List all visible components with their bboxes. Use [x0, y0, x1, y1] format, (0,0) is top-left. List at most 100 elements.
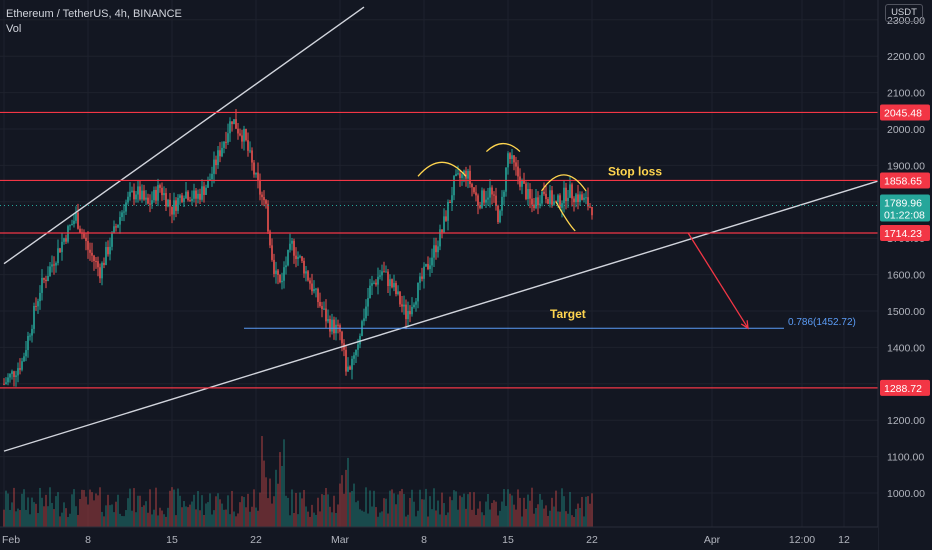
- time-tick-label: 8: [85, 534, 91, 546]
- volume-bar: [535, 507, 537, 527]
- candle-body: [557, 195, 559, 202]
- candle-body: [403, 304, 405, 307]
- candle-body: [73, 220, 75, 224]
- volume-bar: [351, 490, 353, 527]
- volume-bar: [159, 507, 161, 527]
- volume-bar: [391, 489, 393, 527]
- volume-bar: [303, 489, 305, 527]
- candle-body: [479, 205, 481, 208]
- candle-body: [181, 195, 183, 202]
- trendline[interactable]: [3, 6, 365, 265]
- candle-body: [409, 311, 411, 315]
- candle-body: [49, 266, 51, 276]
- volume-bar: [235, 516, 237, 527]
- candle-body: [509, 153, 511, 159]
- candle-body: [103, 262, 105, 265]
- candle-body: [317, 288, 319, 303]
- volume-bar: [141, 506, 143, 527]
- candle-body: [349, 366, 351, 370]
- candle-body: [91, 252, 93, 256]
- volume-bar: [171, 487, 173, 527]
- price-axis[interactable]: [878, 0, 932, 550]
- volume-bar: [507, 489, 509, 527]
- volume-bar: [291, 489, 293, 527]
- candle-body: [563, 187, 565, 204]
- candle-body: [369, 285, 371, 299]
- candle-body: [315, 288, 317, 290]
- trendline[interactable]: [3, 179, 881, 452]
- volume-bar: [333, 495, 335, 527]
- candle-body: [63, 238, 65, 242]
- candle-body: [193, 190, 195, 199]
- candle-body: [157, 185, 159, 201]
- volume-bar: [419, 489, 421, 527]
- volume-bar: [213, 510, 215, 527]
- fib-level-label: 0.786(1452.72): [788, 317, 856, 328]
- volume-bar: [529, 500, 531, 527]
- candle-body: [431, 257, 433, 266]
- candle-body: [333, 319, 335, 334]
- volume-bar: [355, 502, 357, 527]
- symbol-title[interactable]: Ethereum / TetherUS, 4h, BINANCE: [6, 8, 182, 20]
- volume-bar: [397, 494, 399, 527]
- candle-body: [493, 194, 495, 196]
- volume-bar: [437, 500, 439, 527]
- volume-bar: [177, 488, 179, 527]
- volume-bar: [173, 489, 175, 527]
- volume-bar: [375, 507, 377, 527]
- candle-body: [469, 170, 471, 184]
- candle-body: [67, 226, 69, 242]
- volume-bar: [261, 436, 263, 527]
- volume-bar: [383, 498, 385, 527]
- volume-bar: [527, 494, 529, 527]
- volume-bar: [393, 493, 395, 527]
- candle-body: [25, 350, 27, 357]
- volume-bar: [59, 516, 61, 527]
- volume-bar: [189, 504, 191, 527]
- drawings[interactable]: [0, 6, 881, 452]
- volume-bar: [73, 489, 75, 527]
- volume-bar: [365, 487, 367, 527]
- volume-bar: [429, 496, 431, 527]
- candle-body: [455, 173, 457, 177]
- candle-body: [215, 159, 217, 166]
- volume-bar: [445, 515, 447, 527]
- volume-bar: [371, 506, 373, 527]
- candle-body: [307, 271, 309, 281]
- candle-body: [145, 197, 147, 200]
- price-tick-label: 1900.00: [887, 160, 925, 172]
- volume-bar: [517, 489, 519, 527]
- candle-body: [381, 271, 383, 276]
- volume-bar: [483, 515, 485, 527]
- time-axis[interactable]: [0, 527, 878, 550]
- candle-body: [53, 264, 55, 266]
- volume-bar: [217, 493, 219, 527]
- candle-body: [591, 206, 593, 216]
- volume-bar: [381, 511, 383, 527]
- volume-bar: [417, 510, 419, 527]
- candle-body: [55, 262, 57, 266]
- candle-body: [31, 328, 33, 336]
- candle-body: [435, 245, 437, 253]
- volume-bar: [275, 469, 277, 527]
- volume-bar: [467, 494, 469, 527]
- candle-body: [111, 232, 113, 247]
- volume-bar: [379, 512, 381, 527]
- candle-body: [265, 200, 267, 204]
- candle-body: [17, 368, 19, 376]
- volume-bar: [305, 506, 307, 527]
- time-tick-label: 22: [586, 534, 598, 546]
- volume-indicator-label[interactable]: Vol: [6, 23, 22, 35]
- candle-body: [271, 245, 273, 260]
- volume-bar: [23, 489, 25, 527]
- candle-body: [277, 270, 279, 275]
- candle-body: [569, 184, 571, 198]
- volume-bar: [431, 509, 433, 527]
- candle-body: [449, 202, 451, 204]
- currency-button[interactable]: USDT: [885, 4, 923, 22]
- level-price-tag: [880, 104, 930, 121]
- volume-bar: [357, 500, 359, 527]
- candle-body: [353, 355, 355, 359]
